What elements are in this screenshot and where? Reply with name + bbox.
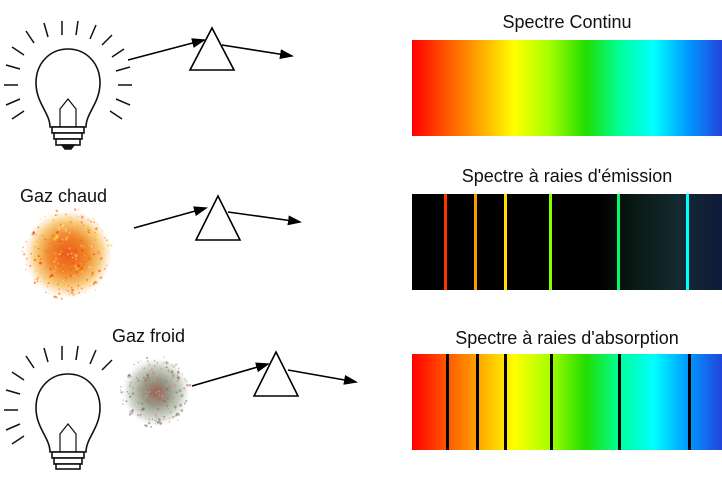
- absorption-line: [446, 354, 449, 450]
- cold-gas-label: Gaz froid: [112, 326, 186, 346]
- arrow-icon: [227, 211, 302, 226]
- continuous-spectrum: [412, 40, 722, 136]
- light-bulb-icon: [4, 345, 113, 470]
- arrow-icon: [221, 44, 294, 60]
- arrow-icon: [191, 362, 270, 387]
- hot-gas-label: Gaz chaud: [20, 186, 108, 206]
- prism-icon: [194, 194, 242, 241]
- emission-line: [617, 194, 620, 290]
- absorption-line: [550, 354, 553, 450]
- arrow-icon: [127, 38, 206, 61]
- emission-line: [444, 194, 447, 290]
- absorption-line: [688, 354, 691, 450]
- arrow-icon: [287, 369, 358, 385]
- prism-icon: [188, 26, 236, 71]
- arrow-icon: [133, 206, 208, 229]
- spectrum-title-absorption: Spectre à raies d'absorption: [455, 328, 679, 348]
- absorption-line: [476, 354, 479, 450]
- emission-line: [474, 194, 477, 290]
- spectrum-title-emission: Spectre à raies d'émission: [461, 166, 673, 186]
- gas-cloud-icon: [119, 356, 192, 428]
- absorption-line: [618, 354, 621, 450]
- emission-spectrum: [412, 194, 722, 290]
- emission-line: [549, 194, 552, 290]
- gas-cloud-icon: [21, 208, 113, 300]
- prism-icon: [252, 350, 300, 397]
- emission-line: [686, 194, 689, 290]
- emission-line: [504, 194, 507, 290]
- light-bulb-icon: [4, 20, 132, 150]
- spectrum-title-continuous: Spectre Continu: [502, 12, 632, 32]
- absorption-spectrum: [412, 354, 722, 450]
- absorption-line: [504, 354, 507, 450]
